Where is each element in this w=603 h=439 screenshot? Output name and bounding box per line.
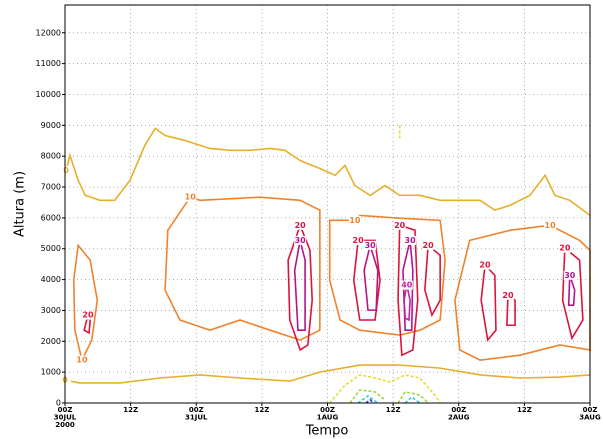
y-tick-label: 6000 xyxy=(41,213,61,222)
y-tick-label: 7000 xyxy=(41,183,61,192)
contour-label: 20 xyxy=(479,261,491,270)
contour-line xyxy=(480,263,497,342)
contour-label: 40 xyxy=(401,281,413,290)
y-tick-label: 2000 xyxy=(41,337,61,346)
contour-label: 20 xyxy=(295,221,307,230)
contour-label-bg xyxy=(294,235,307,245)
contour-line xyxy=(65,127,591,217)
contour-label: 30 xyxy=(295,236,307,245)
contour-label: 10 xyxy=(185,193,197,202)
contour-label-bg xyxy=(364,240,377,250)
y-tick-label: 5000 xyxy=(41,244,61,253)
contour-label: 10 xyxy=(76,356,88,365)
contour-label-bg xyxy=(352,235,365,245)
contour-label: 30 xyxy=(564,271,576,280)
contour-line xyxy=(64,364,591,384)
contour-label-bg xyxy=(393,220,406,230)
x-tick-label: 00Z 31JUL xyxy=(185,406,208,422)
y-tick-label: 9000 xyxy=(41,121,61,130)
contour-label-bg xyxy=(544,220,557,230)
contour-label: 20 xyxy=(559,244,571,253)
x-tick-label: 12Z xyxy=(123,406,138,414)
contour-line xyxy=(402,240,414,331)
x-tick-label: 12Z xyxy=(517,406,532,414)
contour-label: 20 xyxy=(423,241,435,250)
contour-label: 20 xyxy=(82,311,94,320)
contour-line xyxy=(404,396,421,404)
y-axis-label: Altura (m) xyxy=(13,171,28,237)
x-tick-label: 12Z xyxy=(386,406,401,414)
contour-line xyxy=(72,243,99,363)
contour-line xyxy=(357,394,379,404)
contour-line xyxy=(397,390,429,404)
contour-line xyxy=(287,222,313,352)
contour-label: 20 xyxy=(353,236,365,245)
contour-line xyxy=(403,284,411,322)
contour-line xyxy=(424,243,441,318)
contour-label: 30 xyxy=(405,236,417,245)
contour-label: 30 xyxy=(365,241,377,250)
plot-frame xyxy=(64,4,591,404)
x-tick-label: 00Z 1AUG xyxy=(317,406,339,422)
contour-label: 20 xyxy=(502,291,514,300)
contour-label: 10 xyxy=(545,221,557,230)
contour-label-bg xyxy=(400,280,413,290)
y-tick-label: 3000 xyxy=(41,306,61,315)
y-tick-label: 12000 xyxy=(36,28,61,37)
contour-line xyxy=(293,240,306,331)
contour-label-bg xyxy=(294,220,307,230)
contour-label-bg xyxy=(479,260,491,270)
contour-label-bg xyxy=(563,270,576,280)
x-tick-label: 00Z 2AUG xyxy=(448,406,470,422)
y-tick-label: 1000 xyxy=(41,368,61,377)
contour-line xyxy=(561,246,584,341)
contour-label-bg xyxy=(348,215,361,225)
y-tick-label: 0 xyxy=(56,399,61,408)
contour-label-bg xyxy=(558,243,571,253)
contour-line xyxy=(328,214,446,336)
contour-line xyxy=(363,242,379,311)
contour-label: 20 xyxy=(394,221,406,230)
contour-line xyxy=(329,374,441,404)
contour-label-bg xyxy=(422,240,435,250)
contour-line xyxy=(164,196,321,341)
y-tick-label: 11000 xyxy=(36,59,61,68)
x-tick-label: 12Z xyxy=(254,406,269,414)
contour-line xyxy=(352,239,381,321)
y-tick-label: 8000 xyxy=(41,152,61,161)
contour-label-bg xyxy=(501,290,514,300)
x-tick-label: 00Z 30JUL 2000 xyxy=(54,406,77,429)
contour-line xyxy=(567,275,576,306)
contour-label-bg xyxy=(75,355,88,365)
x-tick-label: 00Z 3AUG xyxy=(579,406,601,422)
contour-line xyxy=(397,224,419,357)
x-axis-label: Tempo xyxy=(305,424,349,439)
contour-label-bg xyxy=(404,235,417,245)
y-tick-label: 10000 xyxy=(36,90,61,99)
contour-label: 0 xyxy=(63,166,69,175)
contour-label-bg xyxy=(60,165,73,175)
contour-line xyxy=(454,224,591,361)
contour-label-bg xyxy=(81,310,94,320)
contour-line xyxy=(365,398,375,404)
contour-label: 10 xyxy=(349,216,361,225)
contour-label-bg xyxy=(184,192,197,202)
y-tick-label: 4000 xyxy=(41,275,61,284)
